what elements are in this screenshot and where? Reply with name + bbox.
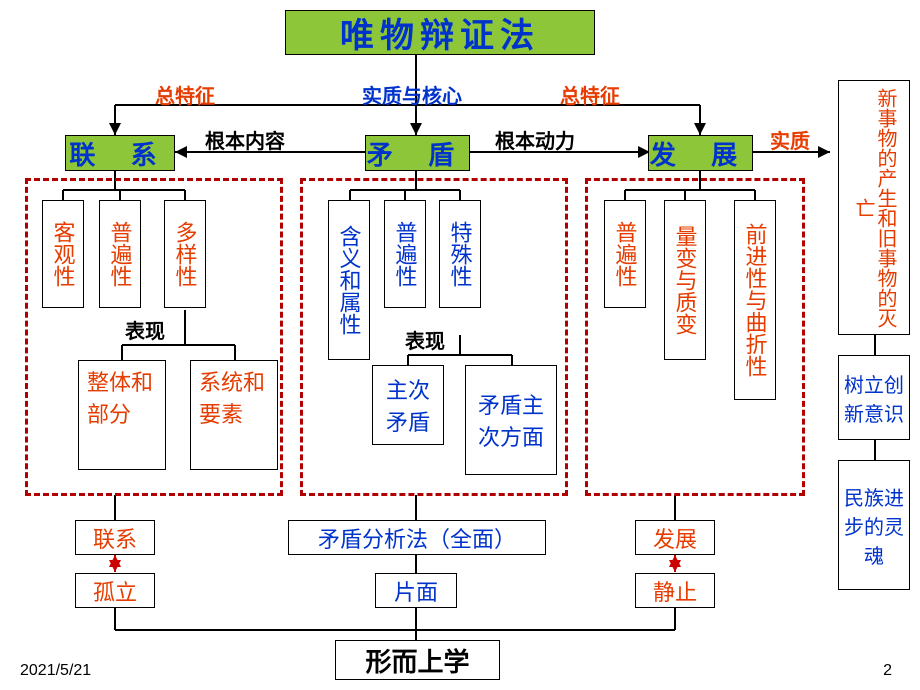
lbl-biaoxian-m: 表现 <box>405 325 445 354</box>
lianxi-pubian: 普遍性 <box>99 200 141 308</box>
maodun-hanyi: 含义和属性 <box>328 200 370 360</box>
footer-date: 2021/5/21 <box>20 662 91 680</box>
lianxi-keguan: 客观性 <box>42 200 84 308</box>
bot-bottom: 形而上学 <box>335 640 500 680</box>
right-chuangxin: 树立创新意识 <box>838 355 910 440</box>
bot-fazhan: 发展 <box>635 520 715 555</box>
right-essence: 新事物的产生和旧事物的灭亡 <box>838 80 910 335</box>
maodun-fangmian: 矛盾主次方面 <box>465 365 557 475</box>
sub-fazhan: 发 展 <box>648 135 753 171</box>
maodun-teshu: 特殊性 <box>439 200 481 308</box>
bot-guli: 孤立 <box>75 573 155 608</box>
fazhan-liangb: 量变与质变 <box>664 200 706 360</box>
bot-mdfx: 矛盾分析法（全面） <box>288 520 546 555</box>
maodun-zhuci: 主次矛盾 <box>372 365 444 445</box>
lianxi-xitong: 系统和要素 <box>190 360 278 470</box>
lbl-genben-dongli: 根本动力 <box>495 125 575 154</box>
lbl-shizhi: 实质 <box>770 125 810 154</box>
lbl-shizhi-hexin: 实质与核心 <box>362 80 462 109</box>
footer-page: 2 <box>883 662 892 680</box>
sub-maodun: 矛 盾 <box>365 135 470 171</box>
lbl-genben-neirong: 根本内容 <box>205 125 285 154</box>
title-box: 唯物辩证法 <box>285 10 595 55</box>
fazhan-qianjin: 前进性与曲折性 <box>734 200 776 400</box>
sub-lianxi: 联 系 <box>65 135 175 171</box>
lianxi-zhengti: 整体和部分 <box>78 360 166 470</box>
bot-lianxi: 联系 <box>75 520 155 555</box>
right-linghun: 民族进步的灵魂 <box>838 460 910 590</box>
maodun-pubian: 普遍性 <box>384 200 426 308</box>
bot-jingzhi: 静止 <box>635 573 715 608</box>
bot-pianmian: 片面 <box>375 573 457 608</box>
lbl-zongtezheng-r: 总特征 <box>560 80 620 109</box>
lbl-zongtezheng-l: 总特征 <box>155 80 215 109</box>
slide: 唯物辩证法 联 系 矛 盾 发 展 总特征 实质与核心 总特征 根本内容 根本动… <box>0 0 920 690</box>
lbl-biaoxian-l: 表现 <box>125 315 165 344</box>
fazhan-pubian: 普遍性 <box>604 200 646 308</box>
lianxi-duoyang: 多样性 <box>164 200 206 308</box>
